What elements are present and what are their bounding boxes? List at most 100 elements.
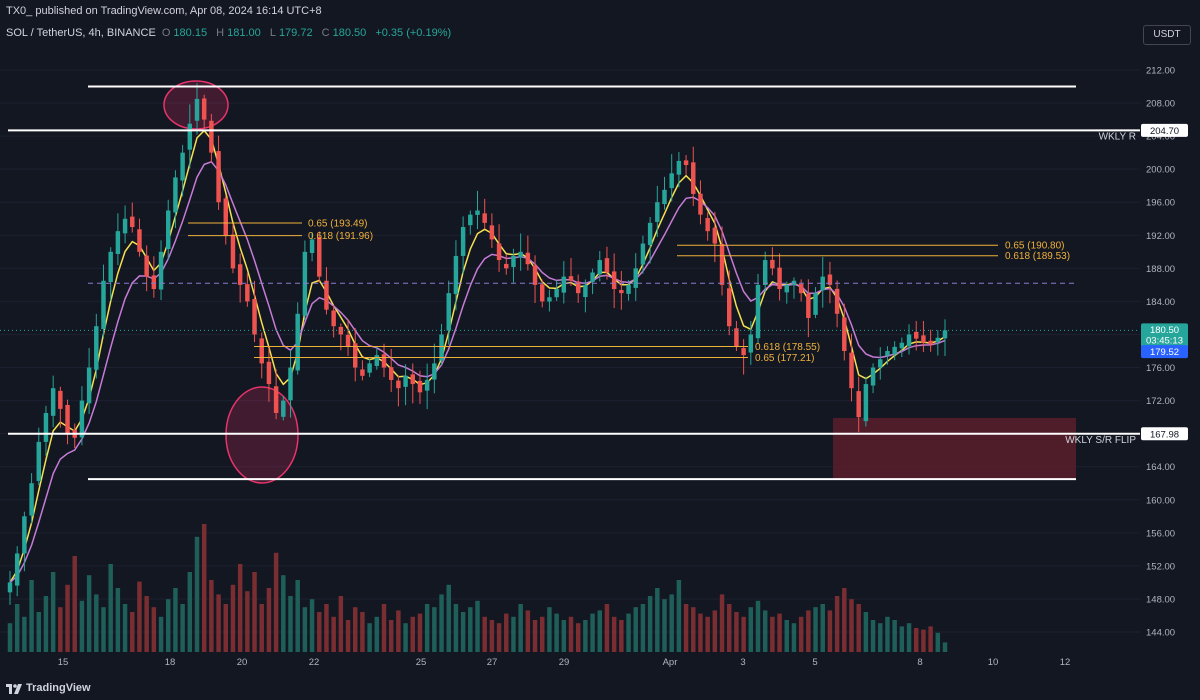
- time-tick-label: 25: [416, 657, 427, 668]
- volume-bar: [345, 620, 351, 652]
- volume-bar: [906, 623, 912, 652]
- candle-body: [58, 390, 63, 409]
- open-label: O: [161, 27, 171, 39]
- volume-bar: [863, 612, 869, 652]
- candle-body: [511, 255, 516, 268]
- candle-body: [935, 337, 941, 343]
- volume-bar: [626, 613, 631, 652]
- volume-bar: [633, 607, 638, 652]
- candle-body: [288, 367, 293, 401]
- volume-bar: [381, 604, 387, 652]
- volume-bar: [130, 612, 135, 652]
- volume-bar: [374, 616, 380, 652]
- volume-bar: [14, 604, 20, 652]
- candle-body: [194, 98, 200, 121]
- volume-bar: [36, 612, 41, 652]
- volume-bar: [791, 623, 797, 652]
- volume-bar: [640, 604, 646, 652]
- volume-bar: [554, 613, 559, 652]
- volume-bar: [7, 623, 13, 652]
- candle-body: [245, 284, 250, 302]
- candle-body: [396, 380, 401, 389]
- time-tick-label: 22: [309, 657, 320, 668]
- volume-bar: [417, 613, 423, 652]
- volume-bar: [331, 616, 336, 652]
- time-axis[interactable]: 15 18 20 22 25 27 29 Apr 3 5 8 10 12: [58, 657, 1071, 668]
- fib-label: 0.618 (178.55): [755, 342, 820, 353]
- candle-body: [460, 227, 466, 256]
- volume-bar: [122, 604, 128, 652]
- close-label: C: [321, 27, 330, 39]
- candle-body: [29, 483, 34, 516]
- candle-body: [108, 251, 113, 282]
- volume-bar: [676, 580, 682, 652]
- price-tick-label: 176.00: [1146, 363, 1175, 374]
- volume-bar: [734, 612, 739, 652]
- candle-body: [381, 354, 387, 368]
- volume-bar: [827, 610, 833, 652]
- volume-bar: [604, 604, 610, 652]
- candle-body: [676, 160, 682, 175]
- candle-body: [849, 352, 854, 389]
- volume-bar: [942, 642, 948, 652]
- volume-bar: [482, 616, 487, 652]
- demand-zone: [833, 417, 1076, 480]
- volume-bar: [43, 596, 49, 652]
- candle-body: [626, 284, 631, 294]
- price-tick-label: 160.00: [1146, 495, 1175, 506]
- volume-bar: [496, 623, 502, 652]
- volume-bar: [712, 610, 718, 652]
- candle-body: [216, 151, 221, 203]
- tradingview-brand: TradingView: [26, 682, 91, 694]
- volume-bar: [367, 623, 372, 652]
- volume-bar: [439, 594, 444, 652]
- candle-body: [554, 289, 559, 298]
- candle-body: [741, 348, 746, 356]
- candle-body: [734, 328, 739, 347]
- time-tick-label: 12: [1060, 657, 1071, 668]
- candle-body: [770, 259, 775, 269]
- price-tick-label: 156.00: [1146, 528, 1175, 539]
- candle-body: [151, 275, 157, 290]
- candle-body: [424, 379, 430, 391]
- candle-body: [504, 263, 509, 269]
- candle-body: [813, 293, 818, 315]
- volume-bar: [870, 620, 876, 652]
- candle-body: [583, 284, 588, 298]
- volume-bar: [410, 616, 415, 652]
- time-tick-label: 27: [487, 657, 498, 668]
- candle-body: [525, 252, 531, 265]
- volume-bar: [777, 613, 782, 652]
- candle-body: [22, 516, 27, 554]
- candle-body: [7, 582, 13, 593]
- volume-bar: [619, 620, 624, 652]
- volume-bar: [719, 594, 725, 652]
- volume-bar: [741, 616, 746, 652]
- time-tick-label: 3: [740, 657, 745, 668]
- volume-bar: [209, 580, 214, 652]
- candle-body: [532, 265, 538, 285]
- fib-label: 0.65 (190.80): [1005, 241, 1065, 252]
- candle-body: [777, 267, 782, 290]
- volume-bar: [94, 594, 99, 652]
- volume-bar: [647, 596, 653, 652]
- volume-bar: [532, 620, 538, 652]
- currency-button[interactable]: USDT: [1143, 25, 1191, 45]
- volume-bar: [727, 604, 732, 652]
- volume-bar: [669, 594, 674, 652]
- candle-body: [496, 243, 502, 261]
- price-axis[interactable]: 212.00 208.00 204.00 200.00 196.00 192.00 188.…: [1141, 66, 1188, 639]
- candle-body: [273, 386, 279, 413]
- price-tick-label: 148.00: [1146, 594, 1175, 605]
- symbol-title[interactable]: SOL / TetherUS, 4h, BINANCE: [6, 27, 156, 39]
- time-tick-label: 5: [812, 657, 817, 668]
- volume-bar: [525, 610, 531, 652]
- volume-bar: [288, 596, 293, 652]
- volume-bar: [295, 580, 300, 652]
- candle-body: [439, 334, 444, 361]
- candle-body: [187, 123, 193, 150]
- volume-bar: [432, 607, 437, 652]
- volume-bar: [849, 599, 854, 652]
- volume-bar: [935, 632, 941, 652]
